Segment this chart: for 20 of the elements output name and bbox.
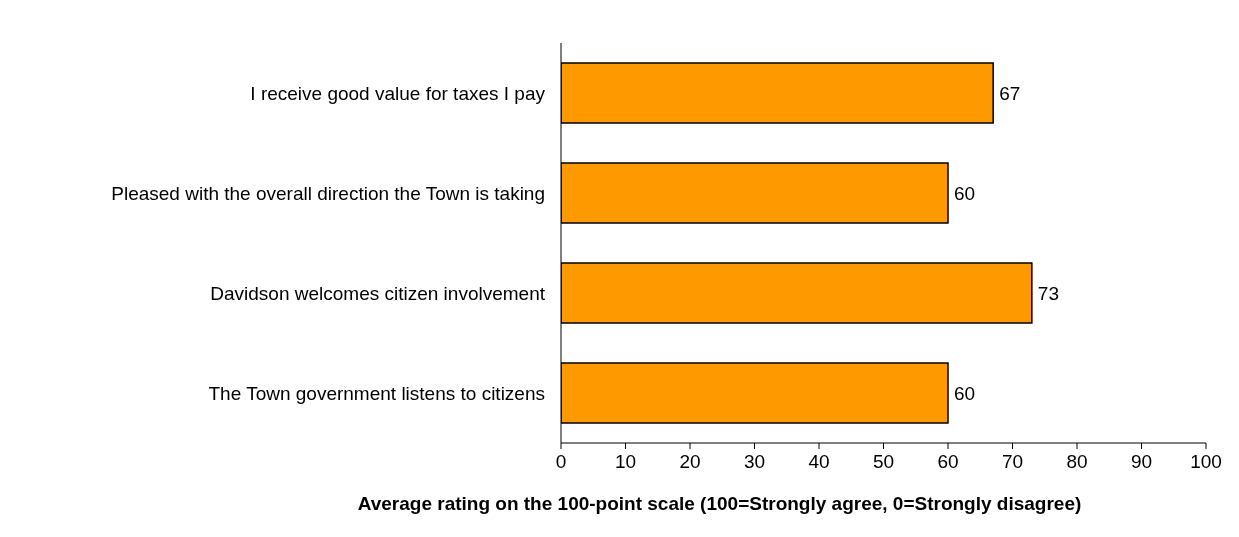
- x-tick-label: 80: [1066, 451, 1088, 473]
- x-tick-label: 10: [614, 451, 637, 473]
- y-tick-label: The Town government listens to citizens: [208, 382, 545, 404]
- data-label: 73: [1037, 282, 1059, 304]
- x-tick-label: 90: [1130, 451, 1153, 473]
- x-tick-label: 30: [743, 451, 766, 473]
- y-tick-label: Pleased with the overall direction the Town is taking: [111, 182, 545, 204]
- y-tick-label: I receive good value for taxes I pay: [250, 82, 546, 104]
- x-tick-label: 70: [1001, 451, 1024, 473]
- x-tick-label: 60: [937, 451, 959, 473]
- x-tick-label: 20: [679, 451, 701, 473]
- x-tick-label: 40: [808, 451, 830, 473]
- data-label: 67: [999, 82, 1021, 104]
- x-tick-label: 0: [555, 451, 567, 473]
- x-axis-title: Average rating on the 100-point scale (100=Strongly agree, 0=Strongly disagree): [356, 493, 1083, 515]
- y-tick-label: Davidson welcomes citizen involvement: [210, 282, 546, 304]
- x-tick-label: 50: [872, 451, 895, 473]
- data-label: 60: [954, 182, 976, 204]
- x-tick-label: 100: [1190, 451, 1222, 473]
- data-label: 60: [954, 382, 976, 404]
